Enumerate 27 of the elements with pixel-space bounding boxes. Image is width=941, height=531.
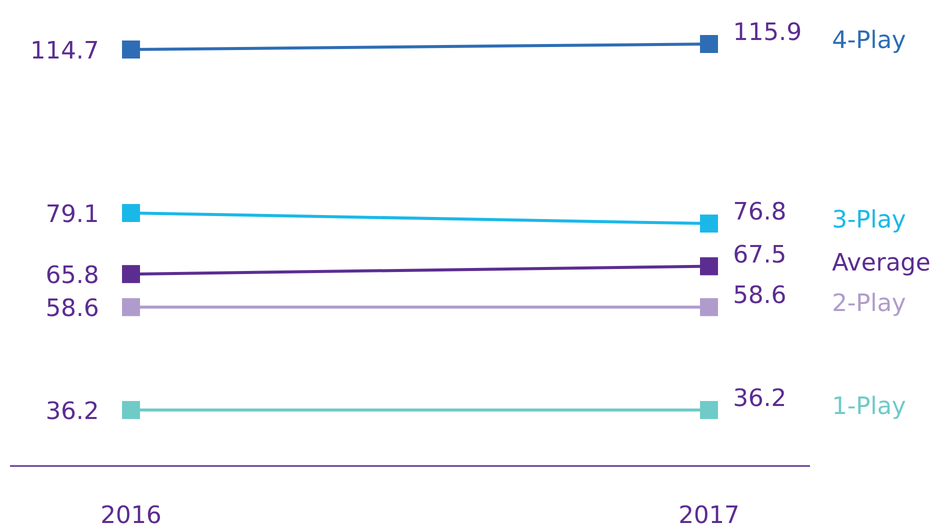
data-label: 67.5 [733, 240, 786, 268]
text: 3-Play [832, 206, 906, 234]
point [122, 298, 140, 316]
point [700, 214, 718, 233]
point [122, 204, 140, 222]
data-label: 76.8 [733, 198, 786, 226]
data-label: 114.7 [30, 36, 99, 65]
point [122, 265, 140, 284]
text: 4-Play [832, 26, 906, 54]
x-tick-label: 2017 [678, 501, 740, 530]
point [700, 35, 718, 53]
data-label: 58.6 [46, 294, 99, 322]
data-label: 79.1 [46, 200, 99, 228]
point [700, 401, 718, 419]
data-label: 36.2 [733, 384, 786, 412]
x-tick-label: 2016 [100, 501, 162, 530]
point [122, 40, 140, 59]
data-label: 65.8 [46, 261, 99, 290]
text: 2-Play [832, 289, 906, 318]
point [700, 257, 718, 276]
data-label: 115.9 [733, 18, 802, 46]
text: 1-Play [832, 392, 906, 420]
text: Average [832, 248, 931, 276]
data-label: 58.6 [733, 281, 786, 310]
point [122, 401, 140, 419]
point [700, 298, 718, 316]
data-label: 36.2 [46, 397, 99, 425]
